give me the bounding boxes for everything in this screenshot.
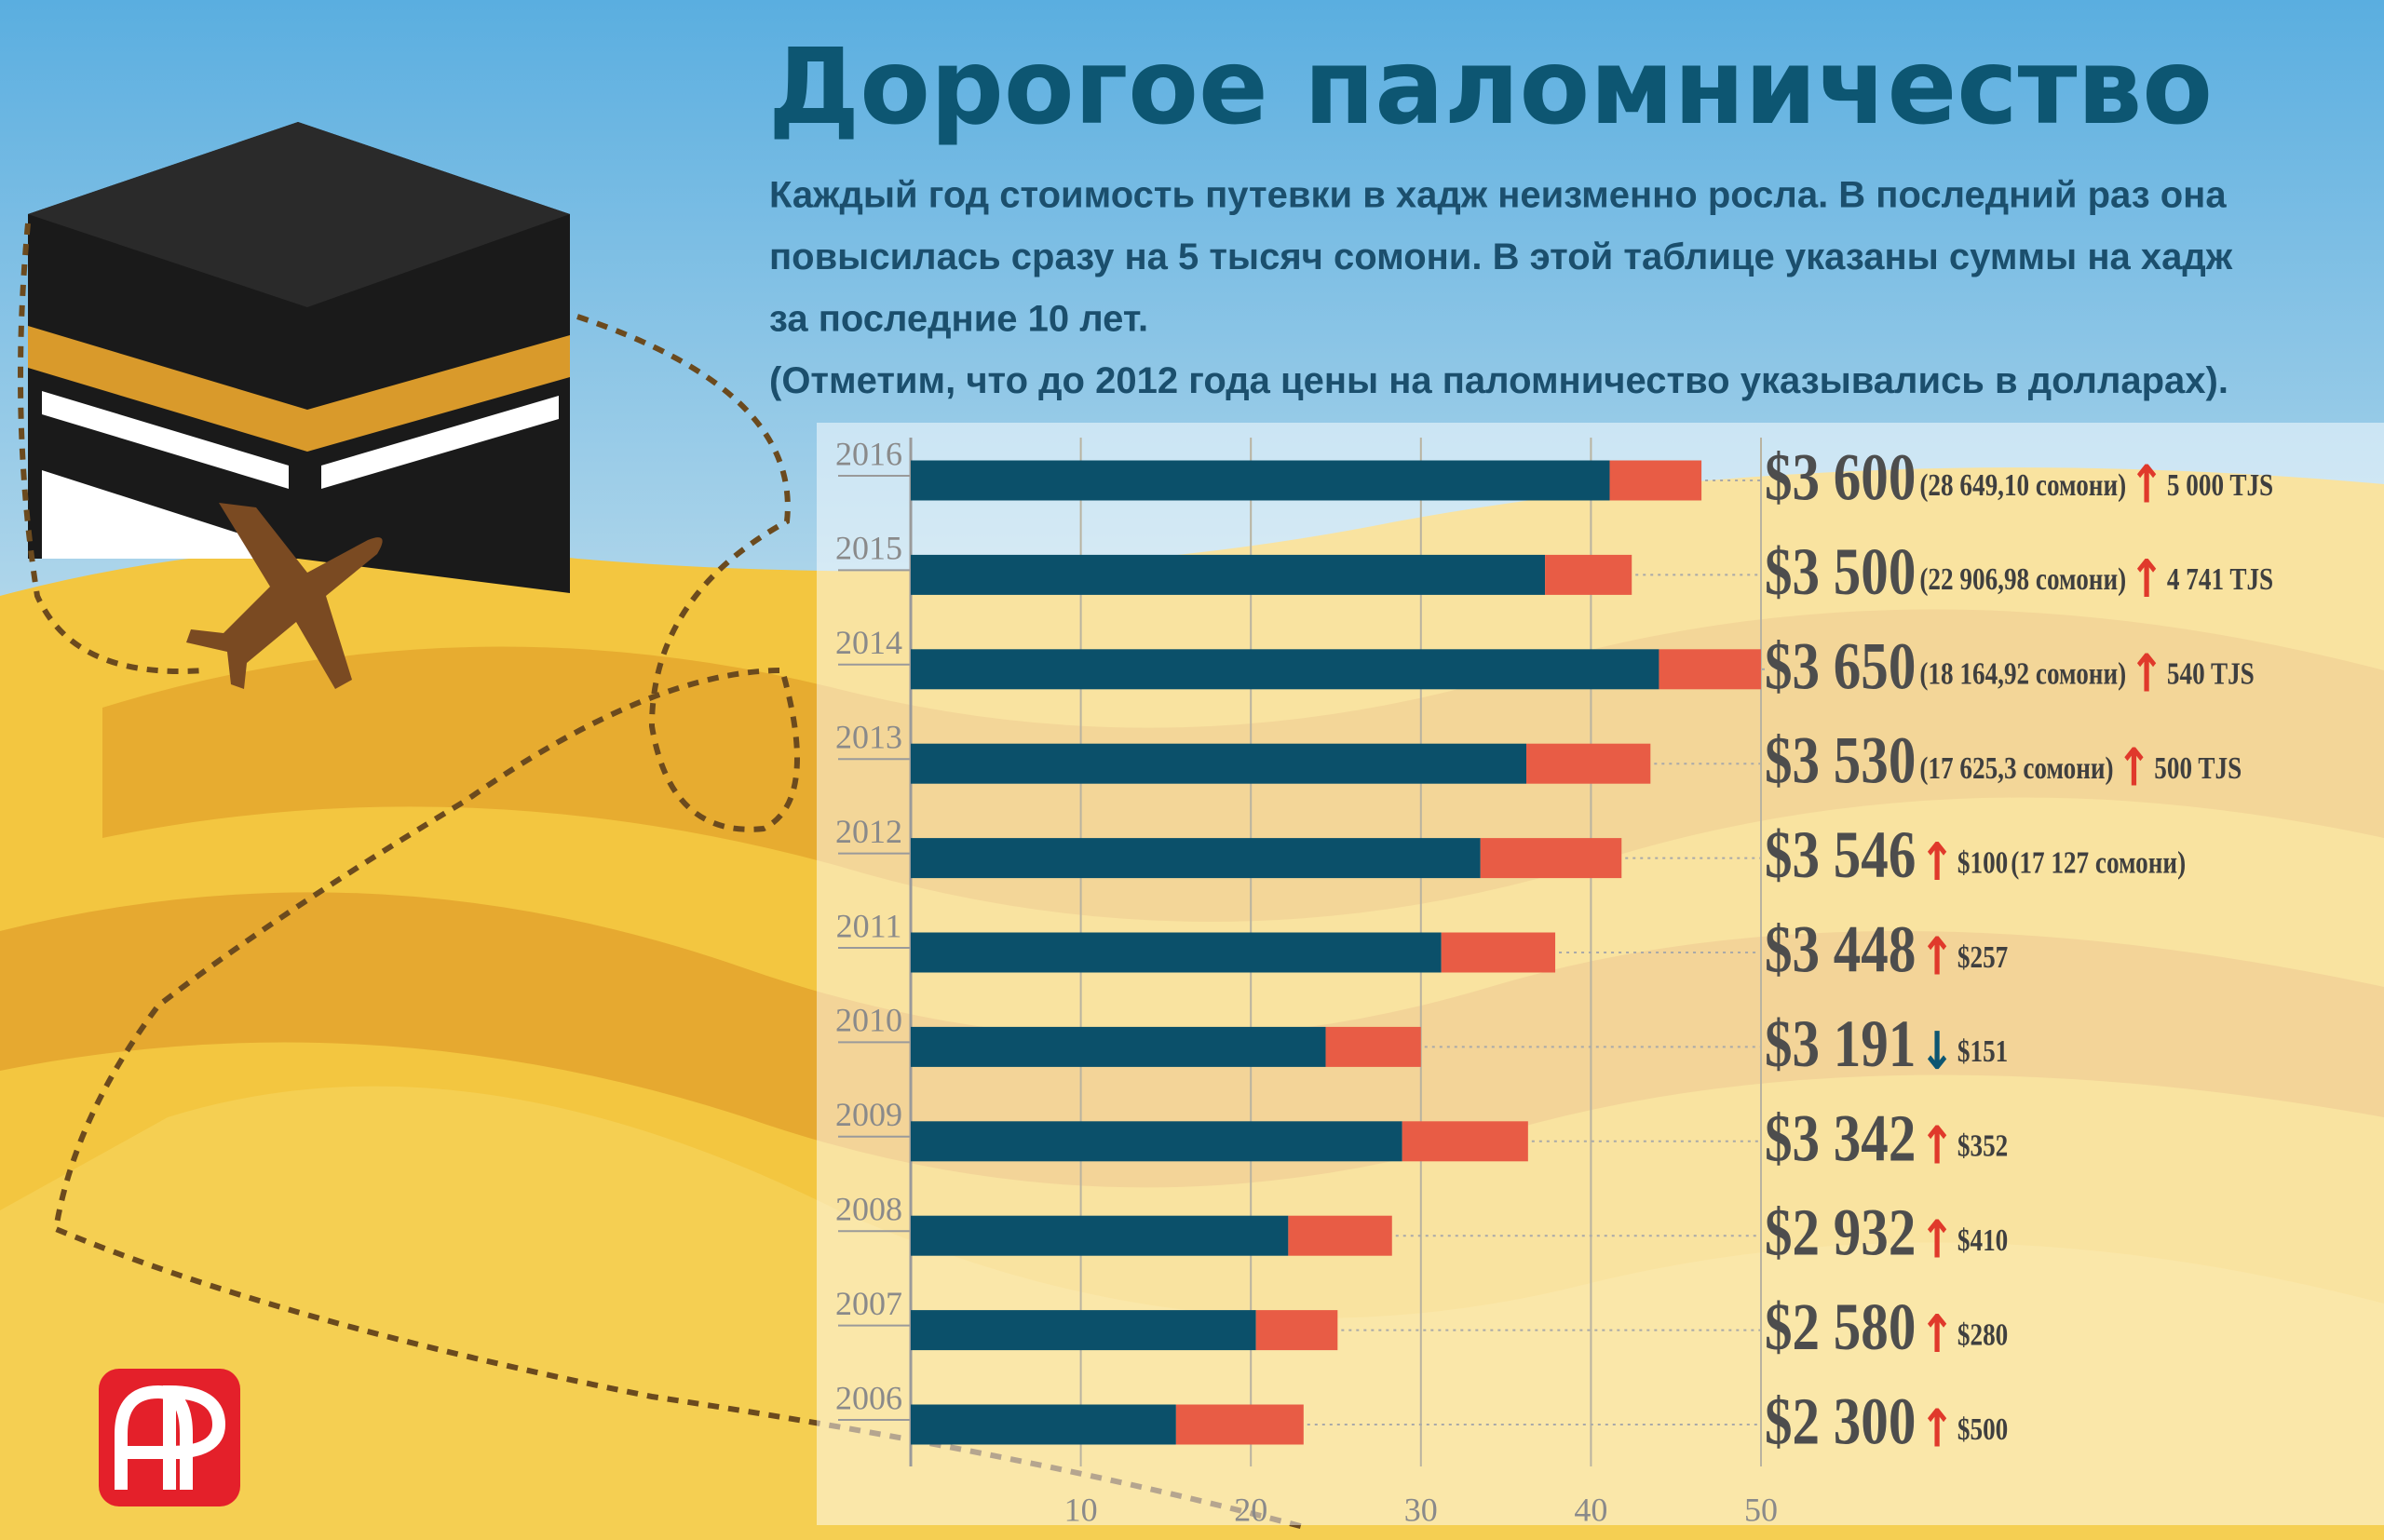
- price-label: $3 530: [1765, 723, 1916, 798]
- y-tick-label: 2006: [835, 1379, 902, 1416]
- annotation-text: 5 000 TJS: [2167, 467, 2273, 503]
- y-tick-label: 2016: [835, 435, 902, 472]
- price-label: $2 932: [1765, 1196, 1916, 1270]
- change-arrow: ↑: [1919, 831, 1955, 892]
- bar-segment: [1441, 932, 1556, 973]
- x-tick-label: 50: [1744, 1491, 1778, 1528]
- annotation-text: (17 127 сомони): [2011, 845, 2186, 881]
- annotation-text: $410: [1957, 1223, 2008, 1258]
- x-tick-label: 40: [1574, 1491, 1607, 1528]
- subtitle-line: Каждый год стоимость путевки в хадж неиз…: [769, 175, 2227, 216]
- chart-title: Дорогое паломничество: [768, 27, 2213, 148]
- bar-segment: [911, 1026, 1326, 1067]
- bar-segment: [911, 1121, 1402, 1162]
- y-tick-label: 2009: [835, 1096, 902, 1133]
- annotation-text: 500 TJS: [2154, 750, 2242, 786]
- y-tick-label: 2010: [835, 1002, 902, 1039]
- bar-segment: [1288, 1215, 1392, 1256]
- chart: Каждый год стоимость путевки в хадж неиз…: [769, 175, 2273, 1529]
- change-arrow: ↑: [2129, 642, 2164, 703]
- bar-segment: [911, 1310, 1256, 1351]
- price-label: $3 342: [1765, 1101, 1916, 1176]
- subtitle-line: за последние 10 лет.: [769, 299, 1148, 340]
- bar-segment: [911, 1215, 1289, 1256]
- subtitle-line: повысилась сразу на 5 тысяч сомони. В эт…: [769, 236, 2233, 277]
- annotation-text: (18 164,92 сомони): [1919, 656, 2126, 692]
- price-label: $3 650: [1765, 629, 1916, 704]
- bar-segment: [911, 838, 1481, 879]
- x-tick-label: 10: [1064, 1491, 1098, 1528]
- annotation-text: $257: [1957, 939, 2008, 975]
- bar-segment: [1175, 1404, 1304, 1445]
- annotation-text: $151: [1957, 1033, 2008, 1069]
- annotation-text: 540 TJS: [2167, 656, 2255, 692]
- annotation-text: (22 906,98 сомони): [1919, 561, 2126, 597]
- kaaba: [28, 122, 570, 593]
- bar-segment: [1480, 838, 1622, 879]
- logo: [99, 1369, 240, 1506]
- bar-segment: [1545, 554, 1632, 595]
- annotation-text: $352: [1957, 1128, 2008, 1164]
- bar-segment: [911, 932, 1442, 973]
- y-tick-label: 2008: [835, 1190, 902, 1227]
- annotation-text: (17 625,3 сомони): [1919, 750, 2113, 786]
- y-tick-label: 2015: [835, 530, 902, 567]
- bar-segment: [1526, 743, 1651, 784]
- bar-segment: [1255, 1310, 1338, 1351]
- price-label: $3 448: [1765, 912, 1916, 987]
- price-label: $2 300: [1765, 1385, 1916, 1459]
- bar-segment: [1325, 1026, 1421, 1067]
- annotation-text: $100: [1957, 845, 2008, 881]
- change-arrow: ↑: [1919, 1398, 1955, 1459]
- bar-segment: [1402, 1121, 1528, 1162]
- bar-segment: [1609, 460, 1702, 501]
- annotation-text: (28 649,10 сомони): [1919, 467, 2126, 503]
- price-label: $3 500: [1765, 534, 1916, 609]
- subtitle-line: (Отметим, что до 2012 года цены на палом…: [769, 360, 2228, 401]
- y-tick-label: 2007: [835, 1285, 902, 1322]
- annotation-text: $280: [1957, 1317, 2008, 1353]
- x-tick-label: 20: [1234, 1491, 1267, 1528]
- plane: [186, 503, 383, 689]
- price-label: $3 546: [1765, 818, 1916, 893]
- bar-segment: [911, 1404, 1176, 1445]
- price-label: $3 600: [1765, 440, 1916, 515]
- bar-segment: [911, 649, 1659, 690]
- y-tick-label: 2014: [835, 624, 902, 661]
- change-arrow: ↑: [1919, 1114, 1955, 1175]
- y-tick-label: 2013: [835, 718, 902, 755]
- annotation-text: 4 741 TJS: [2167, 561, 2273, 597]
- change-arrow: ↑: [2117, 737, 2152, 798]
- change-arrow: ↑: [1919, 926, 1955, 987]
- change-arrow: ↓: [1919, 1020, 1955, 1081]
- bar-segment: [911, 460, 1610, 501]
- annotation-text: $500: [1957, 1412, 2008, 1447]
- bar-segment: [911, 743, 1527, 784]
- route: [18, 223, 206, 674]
- price-label: $3 191: [1765, 1006, 1916, 1081]
- change-arrow: ↑: [1919, 1209, 1955, 1270]
- x-tick-label: 30: [1404, 1491, 1438, 1528]
- bar-segment: [1659, 649, 1761, 690]
- y-tick-label: 2011: [836, 907, 902, 944]
- change-arrow: ↑: [2129, 454, 2164, 515]
- change-arrow: ↑: [1919, 1304, 1955, 1364]
- route: [52, 314, 1305, 1530]
- y-tick-label: 2012: [835, 813, 902, 850]
- bar-segment: [911, 554, 1546, 595]
- change-arrow: ↑: [2129, 548, 2164, 609]
- price-label: $2 580: [1765, 1290, 1916, 1365]
